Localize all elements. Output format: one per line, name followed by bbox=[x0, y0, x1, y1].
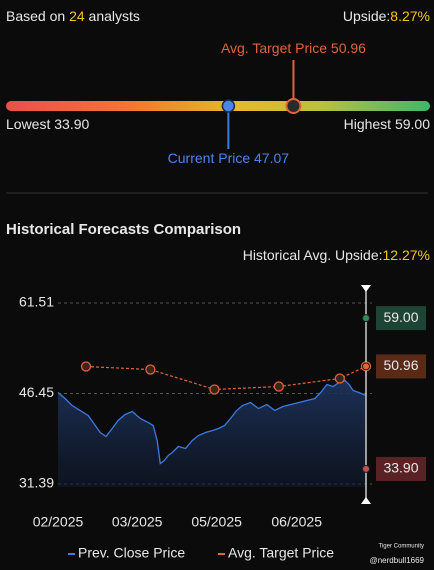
upside: Upside:8.27% bbox=[343, 8, 430, 24]
range-bar bbox=[6, 101, 430, 111]
target-point bbox=[209, 384, 220, 395]
highest: Highest 59.00 bbox=[344, 116, 431, 132]
x-tick-label: 02/2025 bbox=[33, 514, 84, 530]
price-area bbox=[58, 380, 366, 487]
cursor-label: 33.90 bbox=[383, 460, 418, 476]
cursor-point bbox=[362, 314, 370, 323]
target-line bbox=[86, 365, 367, 391]
cursor-point bbox=[362, 362, 370, 371]
watermark: @nerdbull1669 bbox=[370, 556, 425, 565]
x-tick-label: 05/2025 bbox=[191, 514, 242, 530]
x-tick-label: 06/2025 bbox=[271, 514, 322, 530]
value: 33.90 bbox=[54, 116, 89, 132]
target-point bbox=[80, 361, 92, 372]
plot: 61.51 46.45 31.39 02/2025 03/2025 05/2025 06/2… bbox=[19, 285, 426, 561]
current-marker bbox=[221, 99, 236, 113]
value: 47.07 bbox=[254, 150, 289, 166]
text: analysts bbox=[89, 8, 140, 24]
target-label: Avg. Target Price 50.96 bbox=[221, 40, 366, 56]
cursor-box bbox=[376, 306, 426, 331]
analyst-count: Based on 24 analysts bbox=[6, 8, 140, 24]
cursor-label: 50.96 bbox=[383, 357, 418, 373]
cursor-point bbox=[362, 464, 370, 473]
cursor-box bbox=[376, 456, 426, 481]
cursor-cap bbox=[361, 497, 371, 504]
cursor-label: 59.00 bbox=[383, 309, 418, 325]
x-tick-label: 03/2025 bbox=[112, 514, 163, 530]
label: Lowest bbox=[6, 116, 50, 132]
target-point bbox=[273, 381, 284, 392]
value: 59.00 bbox=[395, 116, 430, 132]
cursor-box bbox=[376, 354, 426, 379]
label: Historical Avg. Upside: bbox=[243, 247, 383, 263]
lowest: Lowest 33.90 bbox=[6, 116, 89, 132]
watermark: Tiger Community bbox=[379, 544, 424, 550]
count: 24 bbox=[69, 8, 85, 24]
y-tick-label: 61.51 bbox=[19, 294, 54, 310]
price-line bbox=[57, 379, 367, 465]
cursor-cap bbox=[361, 285, 371, 292]
value: 8.27% bbox=[390, 8, 430, 24]
chart-title: Historical Forecasts Comparison bbox=[6, 221, 241, 238]
y-tick-label: 31.39 bbox=[19, 475, 54, 491]
label: Upside: bbox=[343, 8, 390, 24]
label: Avg. Target Price bbox=[221, 40, 327, 56]
text: Based on bbox=[6, 8, 65, 24]
target-marker bbox=[285, 98, 302, 114]
current-label: Current Price 47.07 bbox=[168, 150, 290, 166]
y-tick-label: 46.45 bbox=[19, 384, 54, 400]
target-point bbox=[145, 364, 156, 375]
gauge-markers: Avg. Target Price 50.96 Current Price 47.… bbox=[168, 40, 367, 166]
target-point bbox=[334, 373, 345, 384]
label: Highest bbox=[344, 116, 392, 132]
value: 50.96 bbox=[331, 40, 366, 56]
value: 12.27% bbox=[383, 247, 430, 263]
label: Current Price bbox=[168, 150, 251, 166]
legend-label: Prev. Close Price bbox=[78, 545, 185, 561]
avg-upside: Historical Avg. Upside:12.27% bbox=[243, 247, 430, 263]
legend-label: Avg. Target Price bbox=[228, 545, 334, 561]
